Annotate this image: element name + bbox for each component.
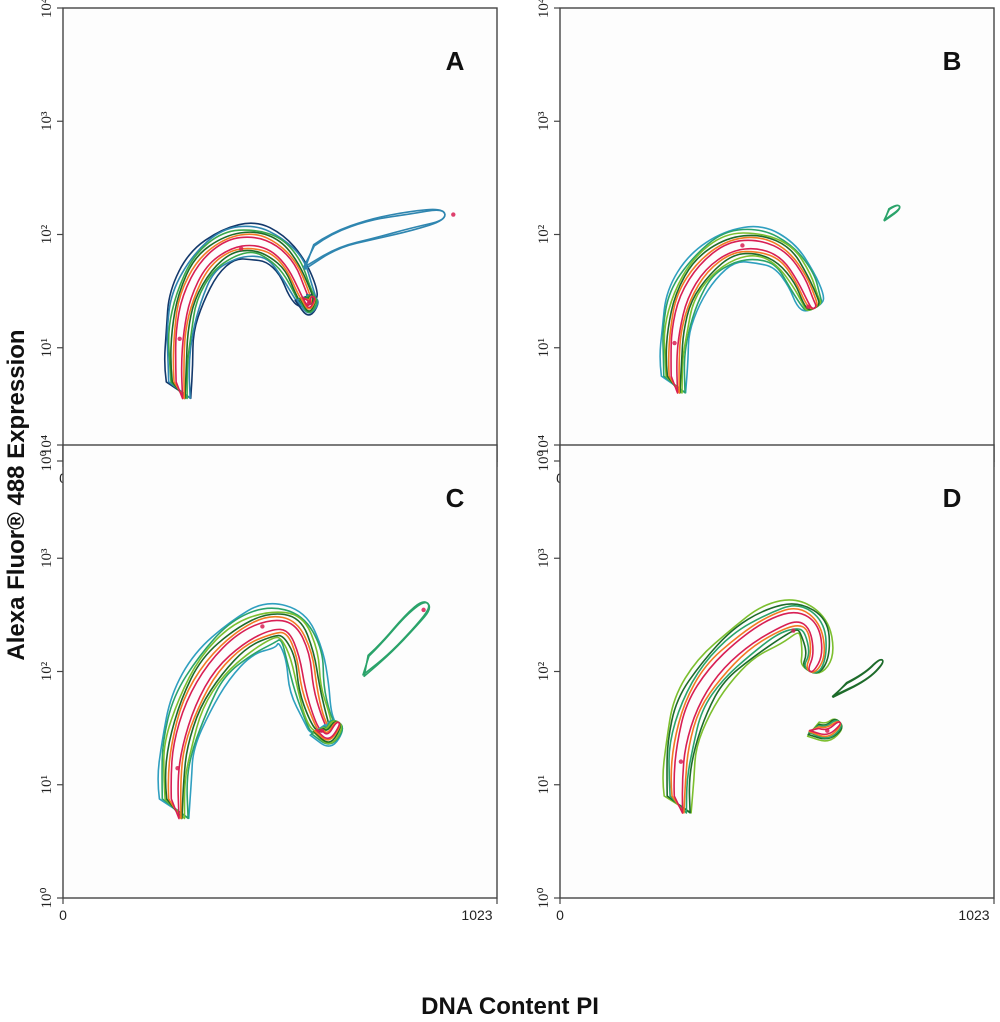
population-marker — [451, 212, 456, 217]
population-marker — [791, 628, 796, 633]
population-marker — [238, 246, 244, 251]
y-tick-label: 10¹ — [536, 338, 552, 358]
contour-level-2 — [883, 204, 901, 221]
population-marker — [825, 728, 830, 733]
population-marker — [672, 340, 677, 346]
y-tick-label: 10² — [536, 224, 552, 244]
y-tick-label: 10⁰ — [39, 887, 55, 908]
panel-letter: D — [943, 483, 962, 513]
y-tick-label: 10⁰ — [536, 887, 552, 908]
x-tick-label: 1023 — [461, 907, 492, 923]
x-axis-title: DNA Content PI — [421, 993, 599, 1020]
contour-level-5 — [673, 611, 823, 814]
population-marker — [805, 304, 811, 309]
y-tick-label: 10⁴ — [39, 435, 55, 455]
y-tick-label: 10¹ — [39, 338, 55, 358]
population-marker — [177, 336, 182, 341]
panel-B: 10⁰10¹10²10³10⁴01023B — [536, 0, 995, 486]
population-marker — [421, 607, 426, 613]
y-tick-label: 10³ — [536, 111, 552, 131]
y-tick-label: 10² — [39, 661, 55, 681]
panel-letter: B — [943, 46, 962, 76]
plot-area — [559, 444, 995, 899]
contour-level-4 — [665, 234, 820, 394]
panel-D: 10⁰ 10¹ 10² 10³ 10⁴ 0 1023 D — [536, 435, 995, 923]
y-tick-label: 10³ — [536, 548, 552, 568]
x-tick-label: 1023 — [958, 907, 989, 923]
y-tick-label: 10³ — [39, 548, 55, 568]
contour-level-4 — [670, 607, 826, 814]
panel-C: 10⁰ 10¹ 10² 10³ 10⁴ 0 1023 C — [39, 435, 498, 923]
panel-letter: A — [446, 46, 465, 76]
y-tick-label: 10⁴ — [39, 0, 55, 18]
population-marker — [175, 766, 180, 771]
population-marker — [260, 624, 265, 629]
contour-level-3 — [668, 604, 827, 814]
y-tick-label: 10⁰ — [536, 450, 552, 471]
contour-level-2 — [362, 601, 430, 676]
contour-level-5 — [808, 721, 842, 736]
panel-A: 10⁰10¹10²10³10⁴01023A — [39, 0, 498, 486]
contour-level-2 — [807, 718, 843, 740]
population-marker — [306, 300, 312, 305]
contour-level-2 — [831, 659, 884, 698]
y-tick-label: 10⁰ — [39, 450, 55, 471]
population-marker — [678, 759, 684, 764]
population-marker — [319, 728, 324, 733]
contour-level-6 — [315, 721, 341, 740]
contour-level-6 — [670, 239, 817, 394]
contour-level-2 — [302, 209, 446, 269]
population-marker — [740, 243, 745, 248]
y-tick-label: 10² — [39, 224, 55, 244]
plot-area — [62, 444, 498, 899]
contour-level-3 — [808, 719, 842, 739]
panel-letter: C — [446, 483, 465, 513]
x-tick-label: 0 — [556, 907, 564, 923]
y-tick-label: 10¹ — [39, 775, 55, 795]
y-tick-label: 10² — [536, 661, 552, 681]
contour-level-3 — [663, 232, 822, 394]
x-tick-label: 0 — [59, 907, 67, 923]
y-axis-title: Alexa Fluor® 488 Expression — [3, 329, 30, 660]
y-tick-label: 10⁴ — [536, 435, 552, 455]
plot-area — [559, 7, 995, 462]
y-tick-label: 10¹ — [536, 775, 552, 795]
y-tick-label: 10⁴ — [536, 0, 552, 18]
y-tick-label: 10³ — [39, 111, 55, 131]
